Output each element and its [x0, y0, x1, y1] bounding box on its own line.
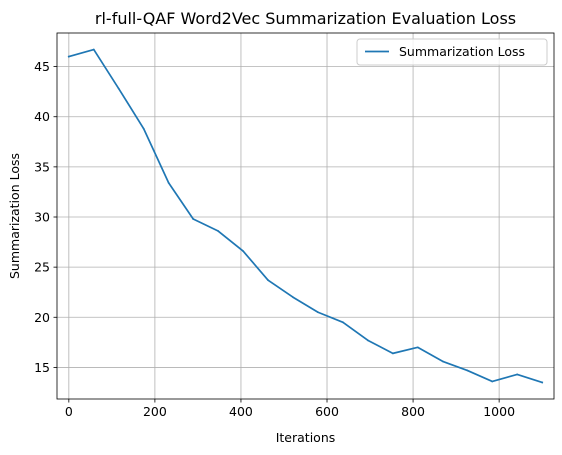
data-point [441, 360, 444, 363]
y-tick-label: 40 [34, 109, 50, 124]
x-tick-label: 800 [401, 404, 425, 419]
data-point [142, 127, 145, 130]
data-point [217, 230, 220, 232]
data-point [516, 373, 519, 376]
plot-area [57, 33, 554, 399]
data-point [192, 218, 195, 220]
legend-label: Summarization Loss [399, 44, 525, 59]
data-point [466, 369, 469, 372]
data-point [342, 321, 344, 324]
plot-frame [56, 32, 555, 400]
legend: Summarization Loss [356, 38, 548, 66]
data-point [267, 279, 269, 282]
data-point [541, 381, 544, 384]
data-point [366, 339, 369, 342]
x-axis-label: Iterations [276, 430, 336, 445]
y-tick-label: 30 [34, 210, 50, 225]
y-tick-label: 15 [34, 360, 50, 375]
y-axis-label: Summarization Loss [7, 153, 22, 279]
y-tick-label: 45 [34, 59, 50, 74]
data-point [92, 48, 95, 51]
grid-layer [57, 33, 554, 399]
data-point [491, 380, 494, 383]
data-point [117, 87, 120, 90]
data-point [67, 55, 70, 58]
x-tick-label: 600 [315, 404, 339, 419]
data-point [317, 311, 319, 314]
data-point [292, 296, 294, 299]
data-point [167, 182, 170, 184]
data-point [242, 250, 245, 252]
x-tick-label: 200 [143, 404, 167, 419]
chart-title: rl-full-QAF Word2Vec Summarization Evalu… [95, 9, 516, 28]
x-tick-label: 400 [229, 404, 253, 419]
tick-layer: 0 200 400 600 800 1000 15 20 25 30 35 40 45 [34, 59, 515, 419]
series-layer [67, 48, 544, 384]
data-point [391, 352, 394, 355]
data-point [416, 346, 419, 349]
series-line-summarization-loss [67, 48, 544, 384]
x-tick-label: 1000 [483, 404, 515, 419]
x-tick-label: 0 [65, 404, 73, 419]
y-tick-label: 20 [34, 310, 50, 325]
legend-box [356, 38, 548, 66]
y-tick-label: 35 [34, 159, 50, 174]
y-tick-label: 25 [34, 260, 50, 275]
